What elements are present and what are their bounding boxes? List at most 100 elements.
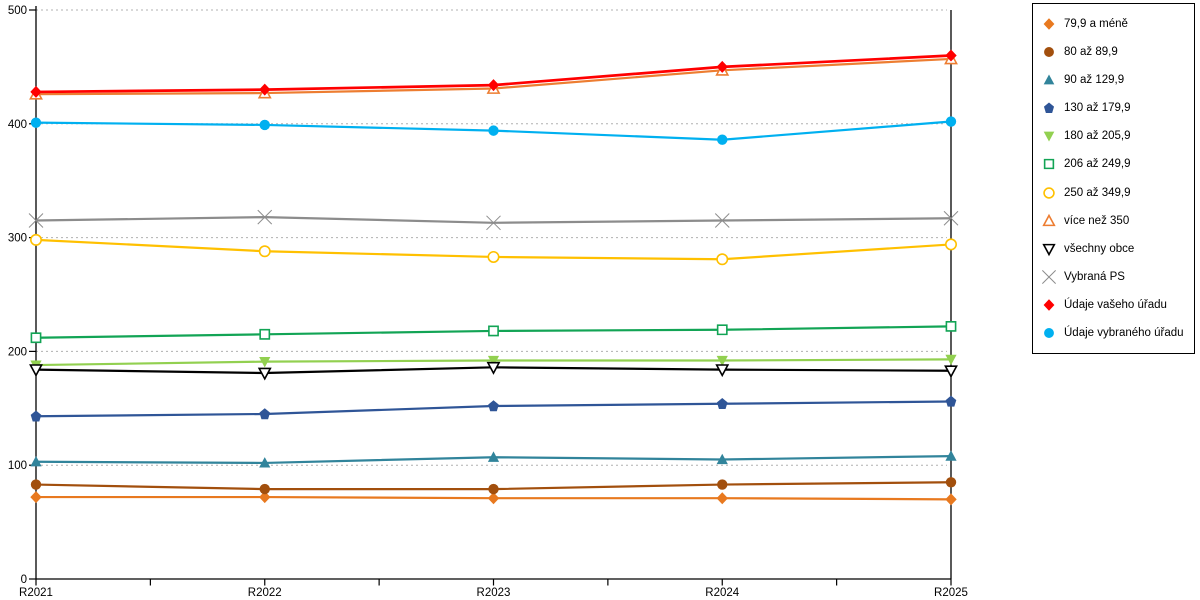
diamond-marker	[716, 60, 728, 73]
circle-marker	[945, 477, 957, 488]
y-tick-label: 0	[21, 574, 27, 586]
series-line-9	[35, 216, 952, 224]
legend-item-6: 250 až 349,9	[1041, 185, 1194, 201]
triangle-down-icon	[1042, 243, 1056, 256]
legend-label: více než 350	[1064, 214, 1130, 227]
triangle-up-marker	[30, 455, 42, 467]
triangle-up-marker	[1042, 213, 1056, 226]
triangle-up-marker	[259, 457, 271, 468]
triangle-up-icon	[1043, 74, 1055, 85]
diamond-marker	[259, 83, 271, 96]
legend-label: všechny obce	[1064, 242, 1135, 255]
legend-label: 206 až 249,9	[1064, 158, 1131, 171]
legend: 79,9 a méně 80 až 89,9 90 až 129,9 130 až 1…	[1032, 3, 1195, 354]
circle-marker	[716, 253, 729, 266]
pentagon-marker	[30, 410, 42, 422]
legend-item-10: Údaje vašeho úřadu	[1041, 297, 1194, 313]
diamond-marker	[1043, 18, 1055, 30]
legend-label: 80 až 89,9	[1064, 46, 1118, 59]
pentagon-marker	[716, 397, 728, 409]
square-marker	[945, 320, 957, 332]
circle-marker	[30, 117, 42, 128]
pentagon-icon	[1043, 102, 1055, 114]
x-marker	[943, 210, 959, 226]
pentagon-marker	[1043, 102, 1055, 114]
triangle-up-marker	[945, 450, 957, 461]
square-icon	[1043, 159, 1055, 170]
diamond-marker	[487, 492, 500, 505]
circle-marker	[1043, 186, 1055, 199]
legend-item-4: 180 až 205,9	[1041, 128, 1194, 144]
x-tick-label: R2023	[477, 587, 511, 599]
diamond-marker	[945, 493, 957, 506]
circle-marker	[259, 483, 270, 495]
circle-marker	[488, 125, 499, 136]
legend-label: 180 až 205,9	[1064, 130, 1131, 143]
square-marker	[488, 325, 499, 337]
triangle-down-marker	[486, 361, 501, 375]
legend-item-1: 80 až 89,9	[1041, 44, 1194, 60]
y-tick-label: 300	[8, 233, 27, 245]
square-marker	[30, 332, 42, 344]
x-marker	[28, 213, 44, 228]
triangle-up-marker	[716, 453, 728, 465]
x-marker	[486, 215, 501, 231]
triangle-down-marker	[29, 364, 43, 378]
triangle-down-marker	[944, 365, 958, 379]
square-marker	[1043, 159, 1055, 170]
square-marker	[716, 324, 728, 336]
triangle-down-marker	[1042, 243, 1056, 256]
triangle-down-marker	[259, 357, 271, 368]
pentagon-marker	[259, 408, 271, 420]
x-marker	[1041, 269, 1057, 284]
diamond-marker	[945, 49, 957, 62]
pentagon-marker	[488, 400, 499, 412]
legend-item-9: Vybraná PS	[1041, 269, 1194, 285]
diamond-marker	[1043, 299, 1055, 311]
triangle-down-marker	[1043, 131, 1055, 142]
legend-item-0: 79,9 a méně	[1041, 16, 1194, 32]
triangle-down-marker	[487, 355, 500, 367]
circle-icon	[1044, 47, 1054, 58]
triangle-down-marker	[945, 354, 957, 366]
diamond-marker	[30, 491, 42, 504]
legend-label: Údaje vašeho úřadu	[1064, 298, 1167, 311]
circle-marker	[944, 238, 957, 251]
pentagon-marker	[945, 395, 957, 407]
diamond-icon	[1043, 18, 1055, 30]
circle-marker	[1044, 327, 1054, 338]
legend-label: Vybraná PS	[1064, 270, 1125, 283]
circle-marker	[30, 479, 42, 490]
legend-item-7: více než 350	[1041, 213, 1194, 229]
diamond-marker	[716, 492, 728, 505]
x-marker	[257, 209, 273, 225]
x-tick-label: R2025	[934, 587, 968, 599]
circle-marker	[258, 245, 271, 258]
x-tick-label: R2022	[248, 587, 282, 599]
triangle-up-icon	[1042, 213, 1056, 226]
triangle-down-marker	[716, 355, 728, 367]
legend-item-8: všechny obce	[1041, 241, 1194, 257]
y-tick-label: 400	[8, 119, 27, 131]
diamond-marker	[487, 79, 500, 92]
circle-marker	[717, 134, 728, 145]
triangle-down-marker	[715, 364, 730, 378]
legend-label: 250 až 349,9	[1064, 186, 1131, 199]
triangle-up-marker	[1043, 74, 1055, 85]
circle-marker	[945, 116, 957, 127]
circle-marker	[487, 250, 500, 263]
x-icon	[1041, 269, 1057, 284]
circle-icon	[1044, 327, 1054, 338]
legend-label: 130 až 179,9	[1064, 102, 1131, 115]
circle-icon	[1043, 186, 1055, 199]
circle-marker	[488, 483, 499, 495]
legend-item-3: 130 až 179,9	[1041, 100, 1194, 116]
plot-area: 0 100 200 300 400 500 R2021 R2022 R2023 R2024 R202…	[8, 5, 968, 599]
legend-item-5: 206 až 249,9	[1041, 156, 1194, 172]
legend-label: 79,9 a méně	[1064, 18, 1128, 31]
circle-marker	[1044, 47, 1054, 58]
square-marker	[259, 328, 271, 340]
y-tick-label: 100	[8, 460, 27, 472]
x-tick-label: R2021	[19, 587, 53, 599]
